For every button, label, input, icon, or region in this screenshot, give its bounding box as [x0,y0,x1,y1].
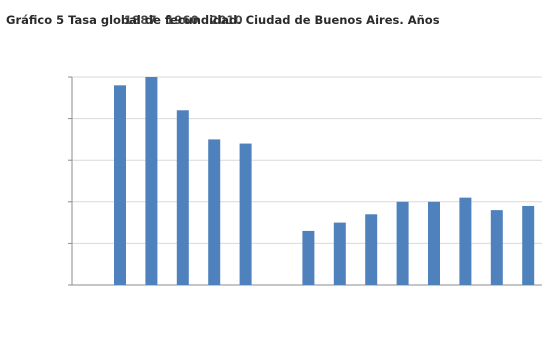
bar-9 [396,201,409,285]
bar-1 [145,77,158,285]
bar-13 [522,205,535,285]
chart-title-overlap-2: 1960 [166,13,199,27]
chart-title: Gráfico 5 Tasa global de fecundidad. Ciu… [6,13,440,27]
bar-8 [365,214,378,285]
bar-11 [459,197,472,285]
bar-layer [114,77,535,285]
grid-layer [72,76,542,244]
bar-10 [428,201,440,285]
bar-12 [490,210,503,285]
bar-0 [114,85,126,285]
bar-6 [302,230,315,285]
chart-title-overlap-1: 1887 [124,13,157,27]
bar-4 [239,143,252,285]
bar-2 [176,110,189,285]
chart-title-text: Gráfico 5 Tasa global de fecundidad. Ciu… [6,13,440,27]
bar-3 [208,139,221,285]
bar-7 [333,222,346,285]
chart-title-overlap-3: 2010 [210,13,243,27]
